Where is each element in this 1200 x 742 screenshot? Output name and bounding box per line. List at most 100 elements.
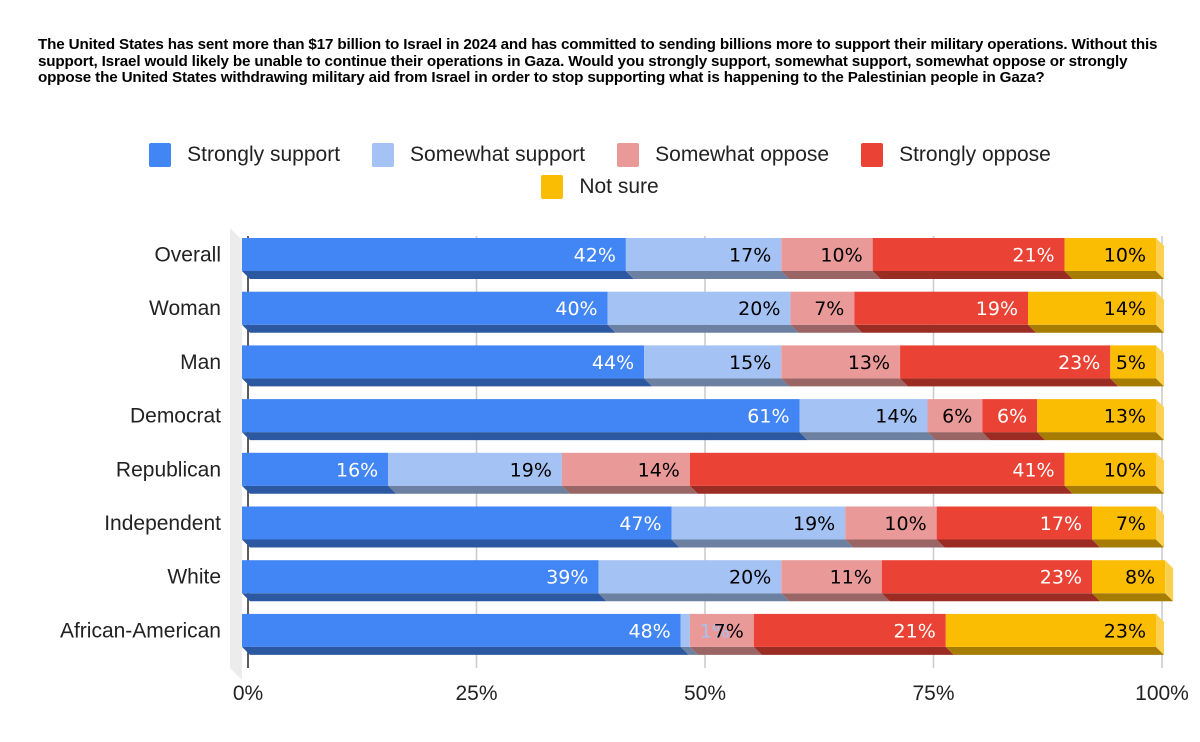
legend-label: Somewhat oppose	[655, 143, 830, 166]
value-label-somewhat-oppose-overall: 10%	[820, 245, 862, 267]
category-label-independent: Independent	[104, 512, 221, 535]
bar-somewhat-oppose-independent[interactable]	[845, 506, 937, 540]
bar-side-white	[1165, 560, 1174, 602]
bar-not-sure-overall[interactable]	[1064, 238, 1156, 271]
bar-bottom-somewhat-oppose-african-american	[689, 646, 762, 655]
bar-bottom-strongly-support-republican	[242, 485, 397, 494]
legend-swatch	[541, 175, 564, 199]
bar-bottom-strongly-support-white	[242, 593, 607, 602]
bar-bottom-somewhat-oppose-republican	[561, 485, 698, 494]
value-label-somewhat-oppose-democrat: 6%	[942, 406, 972, 428]
value-label-not-sure-democrat: 13%	[1104, 406, 1146, 428]
x-tick-label-0: 0%	[233, 682, 263, 705]
bar-strongly-oppose-democrat[interactable]	[982, 399, 1038, 433]
left-wall	[230, 228, 242, 680]
value-label-strongly-support-democrat: 61%	[747, 406, 789, 428]
category-label-man: Man	[180, 351, 221, 374]
legend-item-strongly-oppose[interactable]: Strongly oppose	[861, 143, 1051, 167]
bar-strongly-support-white[interactable]	[242, 560, 599, 594]
bar-somewhat-support-overall[interactable]	[625, 238, 782, 271]
bar-somewhat-oppose-woman[interactable]	[790, 291, 855, 325]
bar-not-sure-african-american[interactable]	[945, 613, 1156, 647]
bar-somewhat-support-democrat[interactable]	[799, 399, 928, 433]
bar-bottom-somewhat-oppose-man	[781, 378, 909, 387]
bars	[242, 238, 1174, 655]
bar-not-sure-democrat[interactable]	[1037, 399, 1156, 433]
value-labels: 42% 17% 10% 21% 10% 40% 20% 7% 19% 14% 44% 15% 13% 23…	[336, 245, 1155, 643]
legend-label: Not sure	[579, 175, 659, 198]
bar-bottom-strongly-oppose-democrat	[982, 432, 1046, 441]
bar-strongly-oppose-independent[interactable]	[936, 506, 1093, 540]
category-label-white: White	[167, 566, 221, 589]
bar-row-overall	[242, 238, 1164, 279]
bar-bottom-somewhat-oppose-white	[781, 593, 890, 602]
bar-bottom-somewhat-support-african-american	[680, 646, 698, 655]
bar-strongly-oppose-woman[interactable]	[854, 291, 1029, 325]
bar-somewhat-oppose-white[interactable]	[781, 560, 882, 594]
value-label-not-sure-woman: 14%	[1104, 298, 1146, 320]
value-label-strongly-support-overall: 42%	[574, 245, 616, 267]
chart-3d-wall	[230, 228, 242, 680]
bar-bottom-somewhat-support-democrat	[799, 432, 936, 441]
bar-somewhat-oppose-republican[interactable]	[561, 452, 690, 486]
bar-strongly-support-republican[interactable]	[242, 452, 389, 486]
bar-not-sure-independent[interactable]	[1092, 506, 1156, 540]
bar-bottom-not-sure-white	[1092, 593, 1174, 602]
legend-item-somewhat-oppose[interactable]: Somewhat oppose	[617, 143, 829, 167]
legend-swatch	[149, 143, 172, 167]
bar-bottom-somewhat-support-woman	[607, 324, 799, 333]
bar-not-sure-republican[interactable]	[1064, 452, 1156, 486]
bar-strongly-support-overall[interactable]	[242, 238, 626, 271]
bar-not-sure-woman[interactable]	[1028, 291, 1156, 325]
bar-somewhat-oppose-man[interactable]	[781, 345, 901, 379]
bar-not-sure-man[interactable]	[1110, 345, 1156, 379]
x-tick-label-50: 50%	[684, 682, 726, 705]
value-label-somewhat-oppose-man: 13%	[848, 352, 890, 374]
bar-somewhat-support-african-american[interactable]	[680, 613, 690, 647]
bar-somewhat-support-man[interactable]	[644, 345, 782, 379]
bar-bottom-strongly-oppose-man	[900, 378, 1119, 387]
bar-somewhat-support-republican[interactable]	[388, 452, 562, 486]
x-tick-label-75: 75%	[912, 682, 954, 705]
bar-row-independent	[242, 506, 1164, 548]
legend-label: Somewhat support	[410, 143, 586, 166]
bar-strongly-oppose-white[interactable]	[881, 560, 1093, 594]
value-label-not-sure-republican: 10%	[1104, 459, 1146, 481]
bar-strongly-support-democrat[interactable]	[242, 399, 800, 433]
bar-somewhat-support-white[interactable]	[598, 560, 782, 594]
bar-strongly-support-man[interactable]	[242, 345, 645, 379]
bar-strongly-support-woman[interactable]	[242, 291, 608, 325]
bar-bottom-strongly-oppose-overall	[872, 271, 1073, 279]
value-label-not-sure-african-american: 23%	[1104, 620, 1146, 642]
bar-bottom-strongly-oppose-republican	[689, 485, 1073, 494]
value-label-strongly-support-white: 39%	[546, 567, 588, 589]
bar-somewhat-support-independent[interactable]	[671, 506, 846, 540]
bar-not-sure-white[interactable]	[1092, 560, 1166, 594]
bar-bottom-not-sure-republican	[1064, 485, 1164, 494]
bar-bottom-somewhat-oppose-democrat	[927, 432, 991, 441]
bar-strongly-oppose-man[interactable]	[900, 345, 1111, 379]
bar-bottom-somewhat-oppose-independent	[845, 539, 945, 548]
legend-item-strongly-support[interactable]: Strongly support	[149, 143, 340, 167]
bar-somewhat-oppose-overall[interactable]	[781, 238, 873, 271]
bar-strongly-oppose-african-american[interactable]	[753, 613, 946, 647]
bar-strongly-support-african-american[interactable]	[242, 613, 681, 647]
bar-somewhat-support-woman[interactable]	[607, 291, 791, 325]
value-label-strongly-oppose-african-american: 21%	[894, 620, 936, 642]
bar-bottom-strongly-oppose-woman	[854, 324, 1037, 333]
bar-row-woman	[242, 291, 1164, 333]
bar-somewhat-oppose-african-american[interactable]	[689, 613, 754, 647]
value-label-strongly-support-republican: 16%	[336, 459, 378, 481]
bar-strongly-oppose-overall[interactable]	[872, 238, 1065, 271]
bar-somewhat-oppose-democrat[interactable]	[927, 399, 983, 433]
legend-item-not-sure[interactable]: Not sure	[541, 175, 659, 199]
bar-side-independent	[1156, 506, 1164, 548]
legend: Strongly support Somewhat support Somewh…	[0, 139, 1200, 203]
bar-row-african-american	[242, 613, 1164, 655]
value-label-somewhat-oppose-woman: 7%	[814, 298, 844, 320]
legend-item-somewhat-support[interactable]: Somewhat support	[372, 143, 585, 167]
category-labels: Overall Woman Man Democrat Republican Indepen…	[60, 244, 221, 643]
value-label-strongly-support-man: 44%	[592, 352, 634, 374]
bar-strongly-support-independent[interactable]	[242, 506, 672, 540]
bar-strongly-oppose-republican[interactable]	[689, 452, 1065, 486]
